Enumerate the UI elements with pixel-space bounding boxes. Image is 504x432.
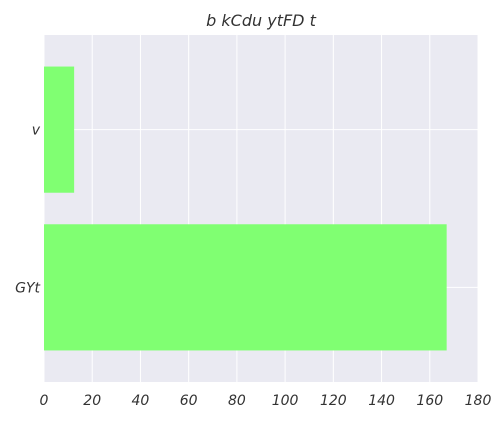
x-tick-label-4: 80 [228, 393, 246, 409]
y-tick-label-1: v [32, 123, 41, 139]
chart-title: b kCdu ytFD t [206, 11, 316, 30]
x-tick-label-6: 120 [320, 393, 347, 409]
x-tick-label-7: 140 [368, 393, 395, 409]
x-tick-label-1: 20 [83, 393, 101, 409]
x-tick-label-8: 160 [416, 393, 443, 409]
x-tick-label-9: 180 [465, 393, 492, 409]
y-tick-label-0: GYt [15, 280, 40, 296]
x-tick-label-5: 100 [272, 393, 299, 409]
x-tick-labels: 0 20 40 60 80 100 120 140 160 180 [40, 393, 492, 409]
bar-v [44, 66, 75, 193]
bars [44, 66, 447, 351]
x-tick-label-2: 40 [132, 393, 150, 409]
y-tick-labels: GYt v [15, 123, 41, 297]
bar-GYt [44, 224, 447, 351]
x-tick-label-3: 60 [180, 393, 198, 409]
x-tick-label-0: 0 [40, 393, 49, 409]
